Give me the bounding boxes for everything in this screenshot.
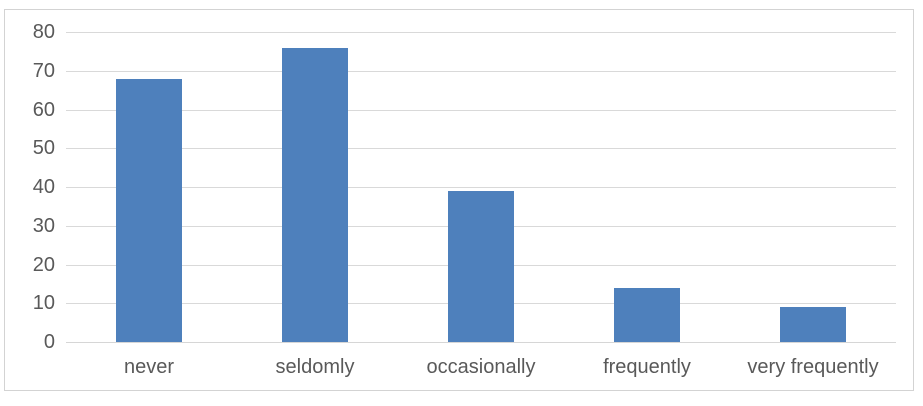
y-tick-label-40: 40 — [32, 176, 55, 198]
y-tick-label-10: 10 — [32, 292, 55, 315]
bar-occasionally: 39 — [448, 190, 514, 342]
x-axis-category-labels: never seldomly occasionally frequently very … — [66, 343, 896, 379]
bar-slot-seldomly: 76 — [232, 32, 398, 342]
bar-slot-occasionally: 39 — [398, 32, 564, 342]
bar-series: 68 76 39 14 9 — [66, 32, 896, 342]
bar-slot-very-frequently: 9 — [730, 32, 896, 342]
bar-very-frequently: 9 — [780, 307, 846, 342]
bar-frequently: 14 — [614, 287, 680, 342]
y-tick-label-70: 70 — [32, 59, 55, 82]
x-axis-line — [66, 342, 896, 343]
chart-frame: 68 76 39 14 9 0 10 20 30 40 50 60 70 80 never seldoml… — [4, 9, 914, 391]
x-category-label-frequently: frequently — [603, 356, 691, 378]
bar-slot-frequently: 14 — [564, 32, 730, 342]
x-category-label-seldomly: seldomly — [275, 356, 355, 378]
bar-slot-never: 68 — [66, 32, 232, 342]
gridline-y40 — [66, 187, 896, 188]
plot-area: 68 76 39 14 9 — [66, 32, 896, 343]
x-category-label-never: never — [123, 356, 175, 378]
gridline-y50 — [66, 148, 896, 150]
y-tick-label-80: 80 — [32, 21, 55, 43]
bar-never: 68 — [116, 78, 182, 342]
y-tick-label-50: 50 — [32, 137, 55, 160]
x-category-label-occasionally: occasionally — [426, 356, 536, 378]
gridline-y80 — [66, 32, 896, 33]
y-tick-label-60: 60 — [32, 98, 55, 121]
y-tick-label-20: 20 — [32, 253, 55, 276]
bar-seldomly: 76 — [282, 47, 348, 342]
gridline-y70 — [66, 70, 896, 72]
gridline-y60 — [66, 109, 896, 111]
y-tick-label-0: 0 — [43, 331, 55, 353]
y-tick-label-30: 30 — [32, 214, 55, 237]
x-category-label-very-frequently: very frequently — [747, 356, 879, 378]
